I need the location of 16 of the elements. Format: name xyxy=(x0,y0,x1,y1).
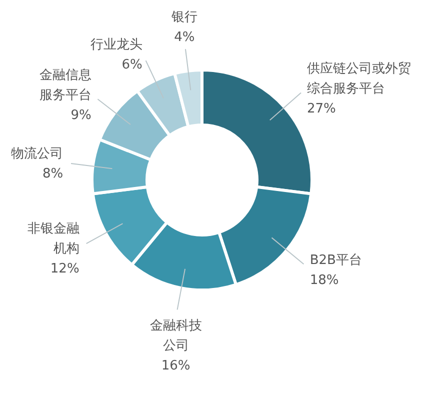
data-label: 8% xyxy=(42,166,64,182)
slice-label: 非银金融机构 xyxy=(27,221,80,256)
data-label: 16% xyxy=(161,358,190,374)
data-label: 6% xyxy=(122,57,142,72)
data-label: 12% xyxy=(50,261,80,276)
data-label: 4% xyxy=(174,30,195,46)
slice-label: 银行 xyxy=(170,10,198,26)
data-label: 27% xyxy=(307,101,336,116)
data-label: 18% xyxy=(310,273,339,288)
slice-label: 行业龙头 xyxy=(90,37,142,52)
slice-label: 金融科技公司 xyxy=(150,318,202,354)
slice-label: 物流公司 xyxy=(11,145,64,162)
slice-label: 金融信息服务平台 xyxy=(39,68,92,104)
slice-label: 供应链公司或外贸综合服务平台 xyxy=(307,60,412,96)
slice-label: B2B平台 xyxy=(310,253,362,268)
data-label: 9% xyxy=(70,108,92,124)
